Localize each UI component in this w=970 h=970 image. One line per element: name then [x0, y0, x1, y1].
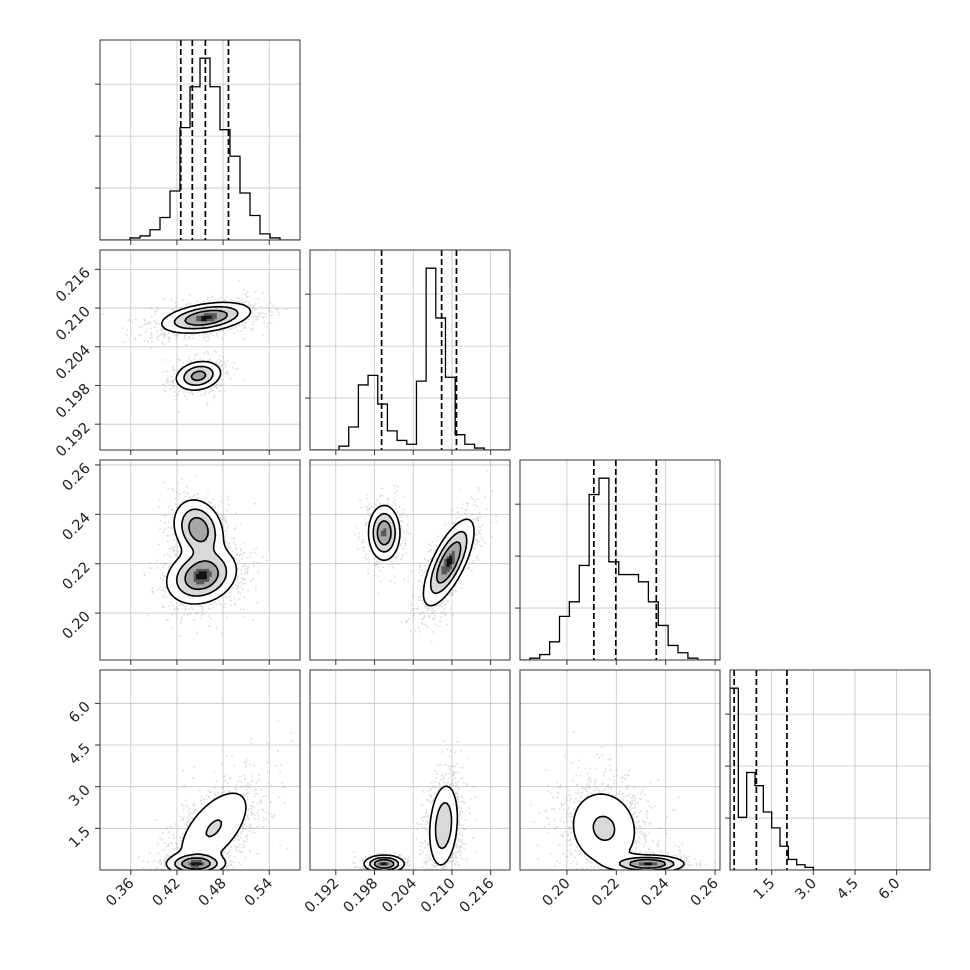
contour-line — [175, 508, 228, 597]
contour-line — [160, 301, 252, 391]
histogram-step — [520, 477, 720, 660]
contour-line — [367, 504, 475, 607]
density-fill — [181, 857, 210, 870]
histogram-step — [100, 57, 300, 240]
panel-frame — [99, 249, 301, 451]
contour-line — [363, 785, 459, 870]
x-tick-label: 1.5 — [751, 876, 779, 904]
density-fill — [188, 859, 205, 868]
x-tick-label: 0.192 — [302, 876, 343, 917]
density-fill — [370, 804, 453, 870]
y-tick-label: 0.210 — [53, 304, 94, 345]
scatter-panel — [99, 459, 301, 661]
contour-line — [572, 793, 685, 870]
contour-line — [373, 858, 395, 869]
histogram-panel — [515, 459, 721, 661]
panel-frame — [519, 669, 721, 871]
y-tick-label: 6.0 — [66, 699, 94, 727]
y-tick-label: 0.20 — [60, 609, 94, 643]
x-tick-label: 0.20 — [540, 876, 574, 910]
density-fill — [201, 315, 212, 322]
contour-line — [369, 802, 453, 870]
density-fill — [375, 859, 394, 868]
scatter-panel — [309, 459, 511, 661]
y-tick-label: 0.216 — [53, 265, 94, 306]
y-tick-label: 0.192 — [53, 420, 94, 461]
panel-frame — [309, 669, 511, 871]
histogram-panel — [305, 249, 511, 451]
x-tick-label: 0.210 — [418, 876, 459, 917]
x-tick-label: 0.204 — [379, 876, 420, 917]
x-tick-label: 0.22 — [589, 876, 623, 910]
x-tick-label: 0.54 — [242, 876, 276, 910]
x-tick-label: 0.24 — [638, 876, 672, 910]
scatter-panel — [519, 669, 721, 871]
x-tick-label: 4.5 — [834, 876, 862, 904]
density-fill — [446, 556, 453, 567]
x-tick-label: 0.198 — [341, 876, 382, 917]
x-tick-label: 0.36 — [103, 876, 137, 910]
x-tick-label: 0.26 — [688, 876, 722, 910]
density-fill — [193, 568, 212, 585]
density-fill — [191, 862, 202, 866]
contour-line — [181, 857, 211, 870]
histogram-panel — [725, 669, 931, 871]
histogram-step — [310, 267, 510, 450]
y-tick-label: 3.0 — [66, 782, 94, 810]
scatter-panel — [99, 669, 301, 871]
y-tick-label: 0.204 — [53, 342, 94, 383]
histogram-step — [730, 687, 930, 870]
density-fill — [380, 528, 455, 575]
panel-frame — [99, 39, 301, 241]
y-tick-label: 0.26 — [60, 460, 94, 494]
panel-frame — [519, 459, 721, 661]
scatter-panel — [99, 249, 301, 451]
panel-frame — [309, 249, 511, 451]
density-fill — [160, 303, 250, 390]
contour-line — [184, 516, 219, 591]
panel-frame — [309, 459, 511, 661]
y-tick-label: 4.5 — [66, 741, 94, 769]
contour-line — [376, 520, 462, 584]
scatter-points — [354, 470, 498, 643]
density-fill — [363, 786, 458, 870]
x-tick-label: 3.0 — [793, 876, 821, 904]
density-fill — [165, 500, 238, 605]
density-fill — [173, 305, 238, 385]
scatter-points — [352, 740, 477, 870]
y-tick-label: 0.22 — [60, 559, 94, 593]
x-tick-label: 6.0 — [876, 876, 904, 904]
contour-line — [184, 309, 228, 382]
panel-frame — [99, 669, 301, 871]
histogram-panel — [95, 39, 301, 241]
x-tick-label: 0.42 — [150, 876, 184, 910]
scatter-points — [530, 731, 716, 870]
y-tick-label: 0.24 — [60, 510, 94, 544]
scatter-points — [137, 720, 294, 870]
y-tick-label: 0.198 — [53, 381, 94, 422]
contour-line — [165, 792, 247, 870]
contour-line — [629, 858, 666, 869]
panel-frame — [729, 669, 931, 871]
density-fill — [631, 859, 665, 868]
density-fill — [186, 310, 228, 380]
density-fill — [639, 862, 658, 866]
density-fill — [644, 862, 653, 866]
x-tick-label: 0.216 — [457, 876, 498, 917]
density-fill — [380, 862, 387, 866]
density-fill — [573, 794, 685, 870]
y-tick-label: 1.5 — [66, 824, 94, 852]
contour-line — [174, 819, 223, 870]
contour-line — [173, 306, 239, 386]
density-fill — [196, 571, 207, 580]
contour-line — [372, 512, 468, 595]
contour-line — [165, 499, 238, 605]
scatter-panel — [309, 669, 511, 871]
x-tick-label: 0.48 — [196, 876, 230, 910]
panel-frame — [99, 459, 301, 661]
